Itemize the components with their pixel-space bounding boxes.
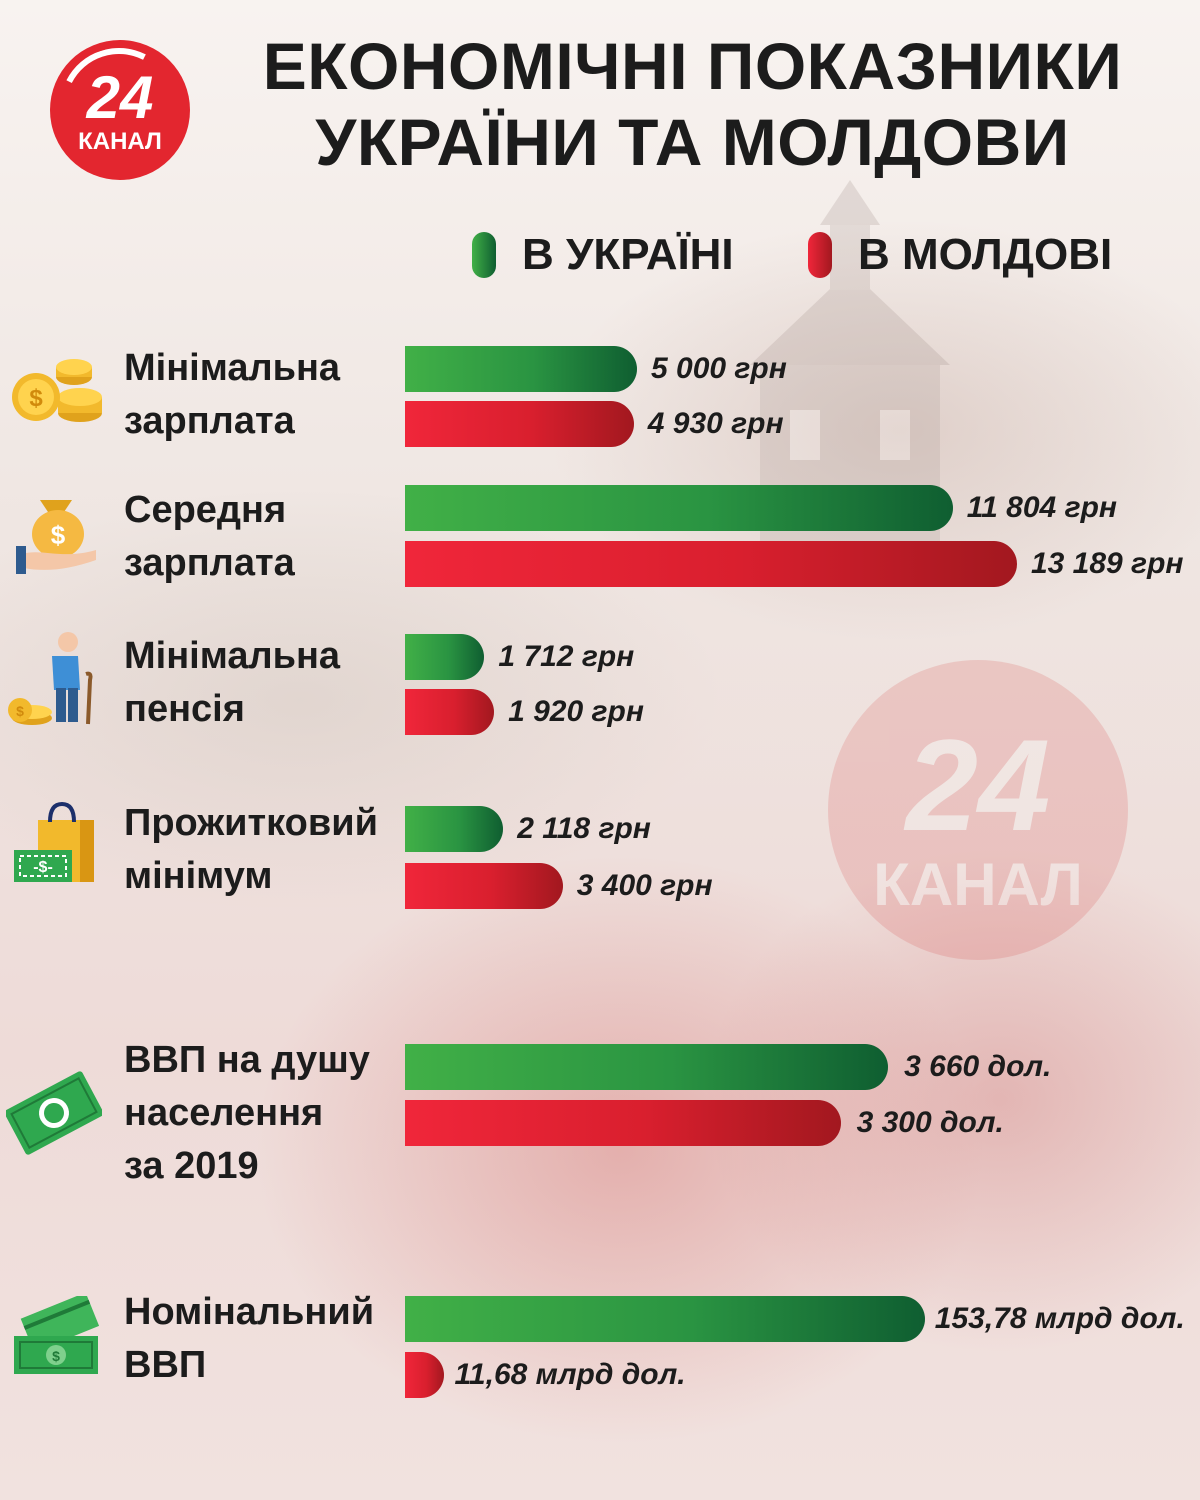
bar-moldova <box>405 541 1017 587</box>
legend-ukraine: В УКРАЇНІ <box>472 232 734 278</box>
legend-ukraine-swatch <box>472 232 496 278</box>
coins-icon: $ <box>12 359 102 422</box>
value-label-moldova: 13 189 грн <box>1030 547 1184 580</box>
legend-moldova: В МОЛДОВІ <box>808 232 1112 278</box>
value-label-moldova: 11,68 млрд дол. <box>454 1358 686 1391</box>
bar-ukraine <box>405 634 485 680</box>
watermark-name: КАНАЛ <box>873 851 1083 918</box>
legend-ukraine-label: В УКРАЇНІ <box>522 230 734 279</box>
shopping-bag-icon: -$- <box>14 801 94 882</box>
money-bag-hand-icon: $ <box>16 500 96 574</box>
bar-ukraine <box>405 1296 925 1342</box>
svg-text:$: $ <box>52 1348 60 1364</box>
value-label-moldova: 1 920 грн <box>508 695 644 728</box>
value-label-moldova: 3 400 грн <box>576 869 713 902</box>
logo-name: КАНАЛ <box>78 128 162 155</box>
value-label-moldova: 3 300 дол. <box>856 1106 1004 1139</box>
svg-text:$: $ <box>29 385 43 412</box>
bar-ukraine <box>405 485 953 531</box>
watermark-logo: 24 КАНАЛ <box>828 660 1128 960</box>
value-label-ukraine: 5 000 грн <box>651 352 787 385</box>
row-label: Середня зарплата <box>124 489 295 584</box>
pensioner-icon: $ <box>8 632 93 725</box>
value-label-ukraine: 153,78 млрд дол. <box>934 1302 1185 1335</box>
svg-text:$: $ <box>16 703 24 719</box>
cash-stack-icon: $ <box>14 1296 100 1374</box>
row-label: Мінімальна пенсія <box>124 635 341 730</box>
value-label-ukraine: 1 712 грн <box>498 640 635 673</box>
svg-text:$: $ <box>51 520 66 550</box>
value-label-ukraine: 2 118 грн <box>517 812 651 845</box>
bar-moldova <box>405 689 495 735</box>
value-label-ukraine: 11 804 грн <box>966 491 1118 524</box>
channel-logo: 24 КАНАЛ <box>50 40 190 180</box>
row-label: Прожитковий мінімум <box>124 802 378 897</box>
banknote-icon <box>6 1071 102 1155</box>
row-label: Номінальний ВВП <box>124 1291 375 1386</box>
legend-moldova-label: В МОЛДОВІ <box>858 230 1113 279</box>
row-label: ВВП на душу населення за 2019 <box>124 1039 370 1187</box>
value-label-ukraine: 3 660 дол. <box>904 1050 1052 1083</box>
bar-moldova <box>405 401 634 447</box>
bar-ukraine <box>405 1044 889 1090</box>
page-title: ЕКОНОМІЧНІ ПОКАЗНИКИ УКРАЇНИ ТА МОЛДОВИ <box>262 29 1123 179</box>
bar-moldova <box>405 1352 445 1398</box>
legend-moldova-swatch <box>808 232 832 278</box>
bar-moldova <box>405 863 563 909</box>
bar-ukraine <box>405 346 637 392</box>
bar-moldova <box>405 1100 841 1146</box>
row-label: Мінімальна зарплата <box>124 347 341 442</box>
value-label-moldova: 4 930 грн <box>647 407 784 440</box>
svg-text:-$-: -$- <box>33 859 53 876</box>
logo-number: 24 <box>86 64 154 131</box>
bar-ukraine <box>405 806 504 852</box>
watermark-number: 24 <box>905 712 1051 858</box>
